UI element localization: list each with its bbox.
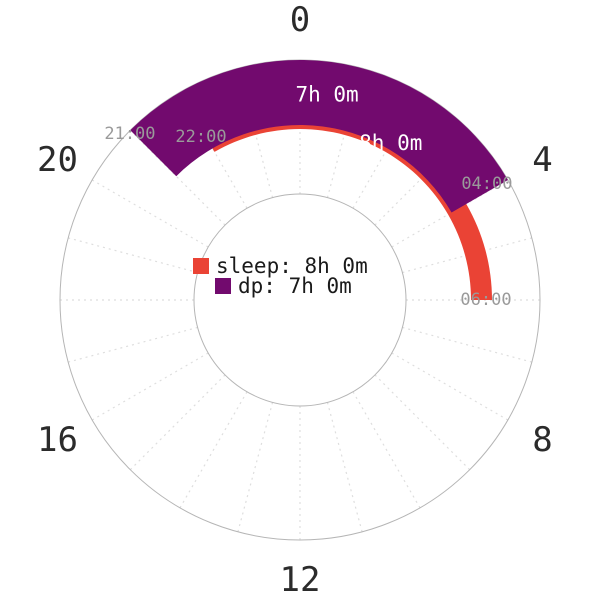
grid-line [68,326,198,363]
hour-label: 8 [532,420,552,460]
start-time-label-sleep: 22:00 [175,127,226,147]
grid-line [68,237,198,274]
duration-label-dp: 7h 0m [295,82,358,106]
grid-line [129,374,226,471]
start-time-label-dp: 21:00 [104,124,155,144]
grid-line [129,129,226,226]
hour-label: 20 [37,140,78,180]
grid-line [179,91,248,209]
bars [130,60,508,300]
end-time-label-sleep: 06:00 [460,290,511,310]
legend-entry-sleep: sleep: 8h 0m [216,254,368,278]
legend-swatch-dp [215,278,231,294]
grid-line [352,391,421,509]
hour-label: 4 [532,140,552,180]
grid-line [374,374,471,471]
end-time-label-dp: 04:00 [461,174,512,194]
hour-label: 0 [290,0,310,40]
hour-label: 16 [37,420,78,460]
legend-swatch-sleep [193,258,209,274]
outer-circle [59,59,541,541]
grid-line [91,352,209,421]
grid-line [91,179,209,248]
hour-label: 12 [280,560,321,600]
labels: 8h 0m 22:00 06:00 7h 0m 21:00 04:00 0 4 8 12 16 20 [37,0,553,600]
grid-line [402,326,532,363]
grid-line [179,391,248,509]
grid-line [237,402,274,532]
grid-line [326,402,363,532]
duration-label-sleep: 8h 0m [359,131,422,155]
bar-dp [130,60,508,213]
inner-circle [193,193,407,407]
grid-line [391,352,509,421]
legend-entry-dp: dp: 7h 0m [238,274,352,298]
